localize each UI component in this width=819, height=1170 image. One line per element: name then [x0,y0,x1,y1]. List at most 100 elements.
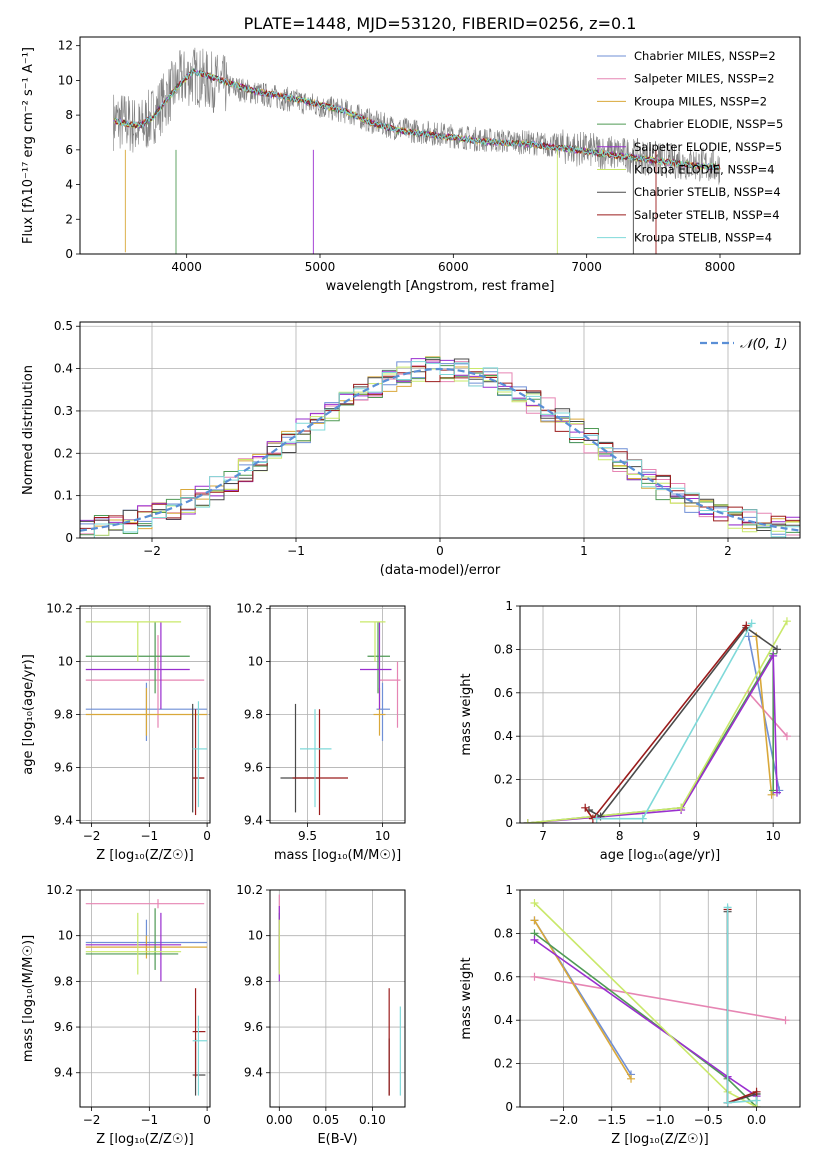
weight-marker [638,814,647,823]
panel-mass-vs-EBV: 0.00 0.05 0.10 9.4 9.6 9.8 10 10.2 E(B-V) [236,883,406,1147]
weight-marker [781,1016,790,1025]
x-axis-label: (data-model)/error [380,563,501,578]
weight-line-3 [527,650,774,823]
y-tick-label: 9.8 [54,708,73,722]
y-tick-label: 10 [248,655,263,669]
y-tick-label: 0.8 [494,926,513,940]
data-point [376,682,390,741]
y-tick-label: 10 [248,929,263,943]
weight-line-6 [588,626,778,818]
x-tick-label: −0.5 [694,1113,723,1127]
y-tick-label: 9.6 [244,760,263,774]
weight-marker [742,621,751,630]
y-tick-label: 9.6 [244,1020,263,1034]
y-axis-label: Flux [fλ10⁻¹⁷ erg cm⁻² s⁻¹ A⁻¹] [21,47,36,244]
y-tick-label: 0.2 [54,446,73,460]
x-tick-label: 0.00 [266,1113,293,1127]
axes-frame [269,605,406,824]
weight-marker [530,899,539,908]
weight-marker [530,935,539,944]
data-point [292,709,348,816]
y-tick-label: 9.6 [54,1020,73,1034]
x-tick-label: 6000 [438,260,469,274]
y-tick-label: 2 [65,212,73,226]
y-tick-label: 1 [505,883,513,897]
x-tick-label: −2 [83,829,101,843]
data-point [85,935,208,959]
panel-massweight-vs-age: 7 8 9 10 0 0.2 0.4 0.6 0.8 1 age [log₁₀(age/yr)] ma… [459,599,801,863]
y-tick-label: 0.4 [494,1013,513,1027]
y-tick-label: 0.4 [54,362,73,376]
x-tick-label: −1.0 [645,1113,674,1127]
y-axis-label: mass weight [459,673,474,755]
weight-marker [530,916,539,925]
weight-line-4 [527,653,778,823]
legend-label: Chabrier ELODIE, NSSP=5 [634,117,783,131]
plot-area [280,621,401,816]
gaussian-curve [80,367,800,532]
axes-frame [519,605,801,824]
weight-marker [767,790,776,799]
y-tick-label: 12 [58,39,73,53]
legend-label: 𝒩(0, 1) [740,337,787,352]
weight-line-8 [726,907,757,1104]
model-fit-8 [115,69,720,171]
legend-label: Salpeter MILES, NSSP=2 [634,72,775,86]
x-tick-label: 9 [693,829,701,843]
data-point [280,703,320,813]
plot-area [80,356,800,538]
y-tick-label: 9.8 [244,708,263,722]
weight-marker [627,1074,636,1083]
weight-line-1 [748,692,788,737]
x-tick-label: 0 [203,829,211,843]
axes-frame [79,36,801,255]
panel-spectrum: 4000 5000 6000 7000 8000 0 2 4 6 8 10 12 wavelength … [21,36,801,294]
x-axis-label: Z [log₁₀(Z/Z☉)] [96,1132,193,1147]
y-tick-label: 0 [65,247,73,261]
x-axis-label: wavelength [Angstrom, rest frame] [326,279,555,294]
data-point [85,908,179,970]
x-tick-label: −1 [140,1113,158,1127]
weight-line-4 [534,939,758,1097]
x-tick-label: 5000 [305,260,336,274]
weight-marker [581,803,590,812]
weight-marker [523,819,532,823]
plot-area [85,899,208,1096]
x-tick-label: 8000 [705,260,736,274]
y-tick-label: 10.2 [236,602,263,616]
weight-line-2 [755,636,773,795]
plot-area [112,47,721,254]
x-tick-label: −2 [83,1113,101,1127]
x-tick-label: 4000 [171,260,202,274]
x-axis-label: Z [log₁₀(Z/Z☉)] [96,848,193,863]
y-axis-label: mass [log₁₀(M/M☉)] [21,935,36,1062]
y-tick-label: 10.2 [46,883,73,897]
y-tick-label: 6 [65,143,73,157]
y-tick-label: 8 [65,108,73,122]
plot-area [523,617,791,823]
y-tick-label: 9.4 [54,1066,73,1080]
data-point [85,899,205,909]
y-tick-label: 0.2 [494,773,513,787]
y-tick-label: 9.4 [54,813,73,827]
y-tick-label: 10.2 [46,602,73,616]
x-axis-label: Z [log₁₀(Z/Z☉)] [611,1132,708,1147]
legend-label: Kroupa MILES, NSSP=2 [634,94,767,108]
weight-marker [772,645,781,654]
weight-line-2 [533,919,632,1080]
y-tick-label: 0 [505,816,513,830]
weight-marker [769,651,778,660]
y-tick-label: 10 [58,73,73,87]
weight-marker [744,632,753,641]
data-point [85,621,190,710]
y-tick-label: 9.8 [54,974,73,988]
legend: 𝒩(0, 1) [700,337,787,352]
weight-marker [752,1096,761,1105]
x-tick-label: 0.05 [313,1113,340,1127]
x-axis-label: mass [log₁₀(M/M☉)] [274,848,401,863]
y-tick-label: 0.4 [494,729,513,743]
y-tick-label: 0 [505,1100,513,1114]
y-tick-label: 0.8 [494,642,513,656]
x-tick-label: −2 [143,544,161,558]
